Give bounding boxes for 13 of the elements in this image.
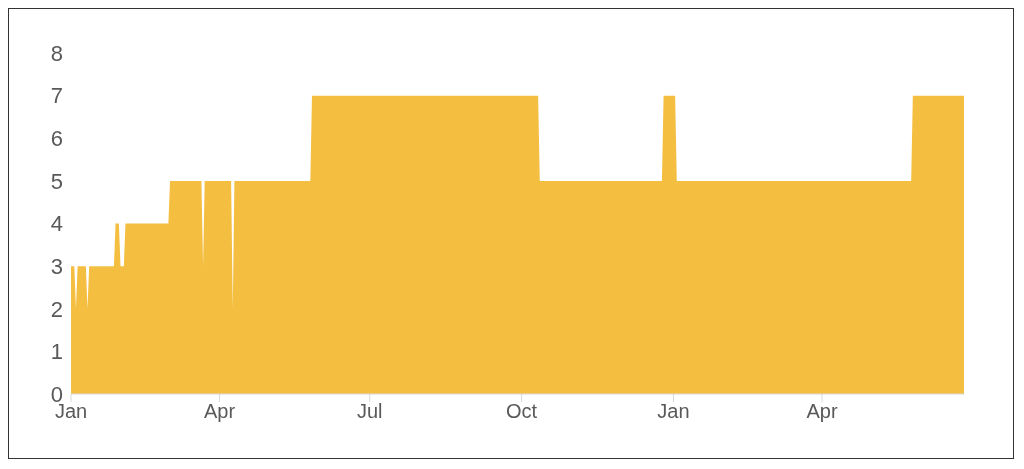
y-tick-label: 5 <box>50 168 63 194</box>
y-tick-label: 3 <box>50 253 63 279</box>
y-tick-label: 1 <box>50 339 63 365</box>
x-tick-label: Jan <box>657 400 690 423</box>
x-tick-label: Apr <box>806 400 838 423</box>
y-tick-label: 8 <box>50 40 63 66</box>
y-tick-label: 7 <box>50 83 63 109</box>
y-tick-label: 6 <box>50 126 63 152</box>
y-tick-label: 4 <box>50 211 63 237</box>
y-tick-label: 2 <box>50 296 63 322</box>
x-tick-label: Apr <box>204 400 236 423</box>
x-tick-label: Oct <box>506 400 538 423</box>
x-tick-label: Jul <box>356 400 383 423</box>
